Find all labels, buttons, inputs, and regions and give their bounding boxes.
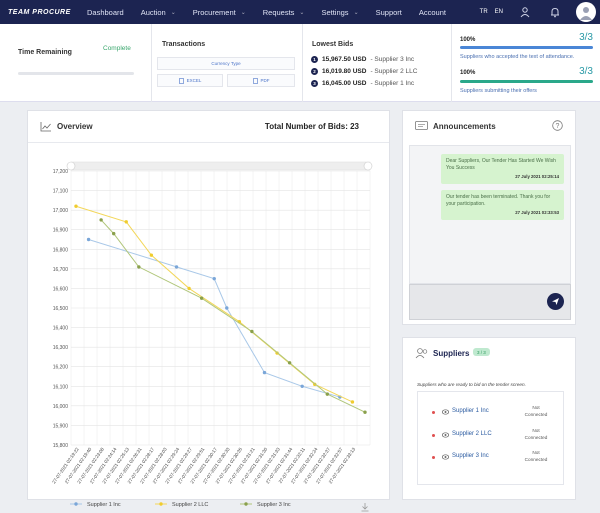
bell-icon[interactable]: [549, 6, 561, 18]
rank-badge: 3: [311, 80, 318, 87]
legend-label: Supplier 2 LLC: [172, 502, 208, 508]
users-icon: [415, 348, 428, 359]
supplier-status: Not Connected: [524, 405, 548, 417]
eye-icon[interactable]: [442, 409, 449, 415]
nav-settings[interactable]: Settings ⌄: [321, 7, 359, 17]
send-button[interactable]: [547, 293, 564, 310]
rank-badge: 2: [311, 68, 318, 75]
attendance-progress-bar: [460, 46, 593, 49]
legend-swatch-dot: [74, 502, 78, 506]
summary-strip: Time Remaining Complete Transactions Cur…: [0, 24, 600, 102]
supplier-row: Supplier 2 LLC Not Connected: [418, 426, 563, 448]
chevron-down-icon: ⌄: [299, 9, 305, 16]
bid-amount: 16,019.80 USD: [322, 68, 367, 75]
announcement-message: Our tender has been terminated. Thank yo…: [441, 190, 564, 220]
lowest-bid-row: 2 16,019.80 USD - Supplier 2 LLC: [311, 68, 417, 75]
status-dot: [432, 456, 435, 459]
legend-label: Supplier 1 Inc: [87, 502, 121, 508]
nav-support[interactable]: Support: [375, 7, 402, 17]
lang-en[interactable]: EN: [494, 9, 503, 15]
offers-progress-bar: [460, 80, 593, 83]
supplier-status: Not Connected: [524, 428, 548, 440]
suppliers-note: Suppliers who are ready to bid on the te…: [417, 382, 526, 387]
message-input[interactable]: [409, 284, 571, 320]
nav-account[interactable]: Account: [418, 7, 446, 17]
attendance-fraction: 3/3: [579, 32, 593, 43]
svg-text:?: ?: [556, 123, 560, 130]
bid-supplier: - Supplier 3 Inc: [370, 56, 415, 63]
excel-file-icon: [178, 77, 184, 84]
time-remaining-status: Complete: [103, 45, 131, 52]
announcements-panel: Announcements ? Dear Suppliers, Our Tend…: [402, 110, 576, 325]
attendance-label: Suppliers who accepted the text of atten…: [460, 54, 575, 60]
nav-requests[interactable]: Requests ⌄: [262, 7, 305, 17]
chevron-down-icon: ⌄: [240, 9, 246, 16]
message-time: 27 July 2021 02:25:14: [515, 174, 559, 179]
offers-percent: 100%: [460, 70, 476, 76]
nav-dashboard[interactable]: Dashboard: [87, 7, 124, 17]
message-time: 27 July 2021 02:33:53: [515, 210, 559, 215]
legend-label: Supplier 3 Inc: [257, 502, 291, 508]
suppliers-list: Supplier 1 Inc Not Connected Supplier 2 …: [417, 391, 564, 485]
time-remaining-bar: [18, 72, 134, 75]
eye-icon[interactable]: [442, 432, 449, 438]
supplier-row: Supplier 1 Inc Not Connected: [418, 403, 563, 425]
offers-fraction: 3/3: [579, 66, 593, 77]
lowest-bid-row: 3 16,045.00 USD - Supplier 1 Inc: [311, 80, 414, 87]
chevron-down-icon: ⌄: [170, 9, 176, 16]
brand-logo[interactable]: TEAM PROCURE: [8, 8, 71, 16]
status-dot: [432, 411, 435, 414]
supplier-name[interactable]: Supplier 1 Inc: [452, 408, 489, 414]
legend-swatch-dot: [159, 502, 163, 506]
nav-auction[interactable]: Auction ⌄: [140, 7, 176, 17]
line-chart-icon: [40, 122, 51, 132]
supplier-row: Supplier 3 Inc Not Connected: [418, 448, 563, 470]
messages-area: Dear Suppliers, Our Tender Has Started W…: [409, 145, 571, 284]
bid-amount: 16,045.00 USD: [322, 80, 367, 87]
top-navbar: TEAM PROCURE Dashboard Auction ⌄ Procurem…: [0, 0, 600, 24]
transactions-cell: [152, 24, 303, 102]
supplier-status: Not Connected: [524, 450, 548, 462]
transactions-title: Transactions: [162, 41, 206, 48]
pdf-file-icon: [252, 77, 258, 84]
pdf-export-button[interactable]: PDF: [227, 74, 295, 87]
lowest-bids-cell: [303, 24, 452, 102]
nav-procurement[interactable]: Procurement ⌄: [192, 7, 246, 17]
announcements-title: Announcements: [433, 122, 496, 131]
time-remaining-cell: Time Remaining Complete: [0, 24, 152, 102]
help-icon[interactable]: ?: [552, 120, 563, 131]
announcement-message: Dear Suppliers, Our Tender Has Started W…: [441, 154, 564, 184]
lowest-bids-title: Lowest Bids: [312, 41, 354, 48]
total-bids: Total Number of Bids: 23: [264, 122, 359, 131]
avatar[interactable]: [576, 2, 596, 22]
legend-swatch-dot: [244, 502, 248, 506]
suppliers-panel: Suppliers 3 / 3 Suppliers who are ready …: [402, 337, 576, 500]
overview-header: Overview Total Number of Bids: 23: [28, 111, 389, 143]
bid-supplier: - Supplier 1 Inc: [370, 80, 415, 87]
suppliers-count-badge: 3 / 3: [473, 348, 490, 356]
user-avatar-icon: [580, 7, 592, 20]
status-dot: [432, 434, 435, 437]
download-icon: [361, 503, 369, 512]
excel-export-button[interactable]: EXCEL: [157, 74, 223, 87]
attendance-percent: 100%: [460, 37, 476, 43]
chevron-down-icon: ⌄: [353, 9, 359, 16]
send-icon: [552, 298, 559, 305]
currency-type-select[interactable]: Currency Type: [157, 57, 295, 70]
suppliers-title: Suppliers: [433, 349, 470, 358]
lowest-bid-row: 1 15,967.50 USD - Supplier 3 Inc: [311, 56, 414, 63]
supplier-name[interactable]: Supplier 2 LLC: [452, 431, 492, 437]
overview-panel: Overview Total Number of Bids: 23: [27, 110, 390, 500]
rank-badge: 1: [311, 56, 318, 63]
time-remaining-title: Time Remaining: [18, 49, 72, 56]
overview-title: Overview: [57, 122, 93, 131]
announcement-chat-icon: [415, 121, 428, 130]
bid-supplier: - Supplier 2 LLC: [370, 68, 418, 75]
bid-amount: 15,967.50 USD: [322, 56, 367, 63]
supplier-name[interactable]: Supplier 3 Inc: [452, 453, 489, 459]
eye-icon[interactable]: [442, 454, 449, 460]
offers-label: Suppliers submitting their offers: [460, 88, 537, 94]
user-network-icon[interactable]: [519, 6, 531, 18]
lang-tr[interactable]: TR: [479, 9, 488, 15]
